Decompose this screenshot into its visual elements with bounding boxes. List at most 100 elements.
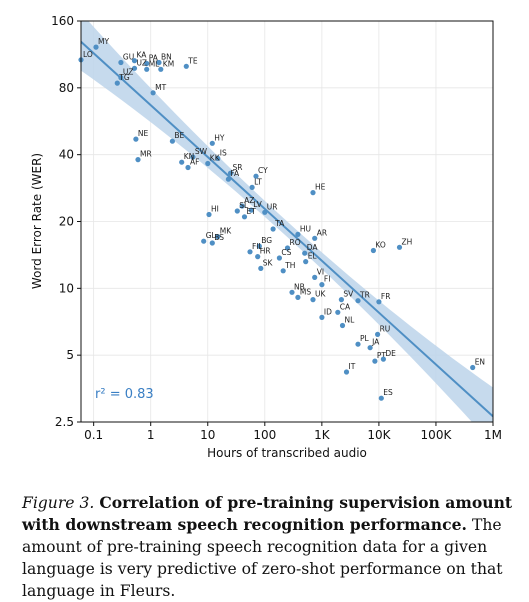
data-point-fr xyxy=(376,299,382,305)
data-point-my xyxy=(93,44,99,50)
point-label-en: EN xyxy=(475,358,485,367)
y-tick-label: 10 xyxy=(59,281,74,295)
y-axis-label: Word Error Rate (WER) xyxy=(30,153,44,289)
point-label-uz: UZ xyxy=(123,68,133,77)
point-label-km: KM xyxy=(163,59,174,68)
point-label-fa: FA xyxy=(230,169,240,178)
point-label-ko: KO xyxy=(375,241,386,250)
data-point-uz xyxy=(131,65,138,71)
data-point-it xyxy=(343,369,350,375)
point-label-gl: GL xyxy=(206,231,217,240)
data-point-kn xyxy=(179,159,185,165)
point-label-nb: NB xyxy=(294,282,305,291)
data-point-ms xyxy=(295,294,301,300)
data-point-ja xyxy=(367,345,373,351)
data-point-sk xyxy=(258,265,264,271)
point-label-ur: UR xyxy=(267,202,278,211)
point-label-sw: SW xyxy=(195,147,208,156)
data-point-el xyxy=(303,259,309,265)
point-label-ka: KA xyxy=(137,51,148,60)
data-point-da xyxy=(302,250,308,256)
data-point-hy xyxy=(209,140,215,146)
data-point-bs xyxy=(209,240,215,246)
point-label-tr: TR xyxy=(359,291,370,300)
point-label-fi: FI xyxy=(324,275,331,284)
point-label-nl: NL xyxy=(345,316,356,325)
y-tick-label: 5 xyxy=(66,348,74,362)
point-label-az: AZ xyxy=(244,196,254,205)
x-axis-label: Hours of transcribed audio xyxy=(207,446,367,460)
data-point-cs xyxy=(276,255,282,261)
figure-caption: Figure 3. Correlation of pre-training su… xyxy=(22,492,514,602)
data-point-ro xyxy=(284,245,291,251)
data-point-uk xyxy=(310,297,316,303)
point-label-fr: FR xyxy=(381,292,391,301)
data-point-ru xyxy=(375,331,381,337)
data-point-cy xyxy=(253,173,259,179)
data-point-pt xyxy=(372,358,378,364)
point-label-da: DA xyxy=(307,243,319,252)
point-label-ta: TA xyxy=(274,219,285,228)
x-tick-label: 10 xyxy=(200,428,215,442)
data-point-kk xyxy=(205,160,211,167)
data-point-pl xyxy=(355,341,361,347)
data-point-ml xyxy=(144,66,150,72)
x-tick-label: 100 xyxy=(253,428,276,442)
data-point-km xyxy=(158,66,164,72)
data-point-th xyxy=(280,268,286,274)
scatter-chart: MY LO GU KA PA BN UZ ML KM TE UZ TG MT NE BE HY MR SW IS KN… xyxy=(30,14,502,460)
y-axis-ticks: 2.5 5 10 20 40 80 160 xyxy=(51,14,81,429)
data-point-gu xyxy=(118,59,124,66)
data-point-gl xyxy=(201,238,207,244)
data-point-mk xyxy=(215,234,221,240)
data-point-ca xyxy=(335,309,341,315)
point-label-it: IT xyxy=(349,362,356,371)
point-label-ru: RU xyxy=(380,324,391,333)
point-label-uz: UZ xyxy=(137,58,148,67)
point-label-te: TE xyxy=(187,56,198,65)
x-axis-ticks: 0.1 1 10 100 1K 10K 100K 1M xyxy=(84,422,502,442)
data-point-bg xyxy=(256,243,262,249)
point-label-my: MY xyxy=(98,37,109,46)
point-label-he: HE xyxy=(315,183,326,192)
data-point-az xyxy=(239,203,245,209)
data-point-id xyxy=(319,314,325,320)
data-point-mt xyxy=(150,90,156,96)
data-point-af xyxy=(185,164,191,171)
data-point-ur xyxy=(262,209,268,215)
y-tick-label: 160 xyxy=(51,14,74,28)
y-tick-label: 80 xyxy=(59,81,74,95)
data-point-ta xyxy=(270,226,276,232)
point-label-pa: PA xyxy=(149,54,159,63)
data-point-tg xyxy=(114,80,120,86)
point-label-pl: PL xyxy=(360,334,370,343)
point-label-kn: KN xyxy=(184,152,195,161)
point-label-el: EL xyxy=(308,252,318,261)
data-point-ko xyxy=(370,247,376,254)
regression-line xyxy=(81,41,493,418)
x-tick-label: 1M xyxy=(484,428,502,442)
point-label-tg: TG xyxy=(118,73,130,82)
point-label-de: DE xyxy=(385,349,396,358)
point-label-zh: ZH xyxy=(402,237,413,246)
point-label-cy: CY xyxy=(258,166,268,175)
grid-lines xyxy=(81,20,494,423)
point-label-et: ET xyxy=(247,207,257,216)
data-point-sl xyxy=(234,208,240,214)
point-label-af: AF xyxy=(190,158,199,167)
y-tick-label: 20 xyxy=(59,215,74,229)
data-point-fi xyxy=(319,282,325,288)
point-label-es: ES xyxy=(383,388,393,397)
point-label-gu: GU xyxy=(123,53,134,62)
regression-line-path xyxy=(81,41,493,418)
data-point-et xyxy=(241,214,248,220)
point-label-ne: NE xyxy=(138,129,149,138)
data-point-hi xyxy=(206,211,212,218)
data-point-ka xyxy=(131,58,138,64)
point-label-lt: LT xyxy=(254,177,262,186)
caption-title: Correlation of pre-training supervision … xyxy=(22,493,513,534)
data-point-ar xyxy=(312,235,318,241)
point-label-hu: HU xyxy=(300,224,311,233)
